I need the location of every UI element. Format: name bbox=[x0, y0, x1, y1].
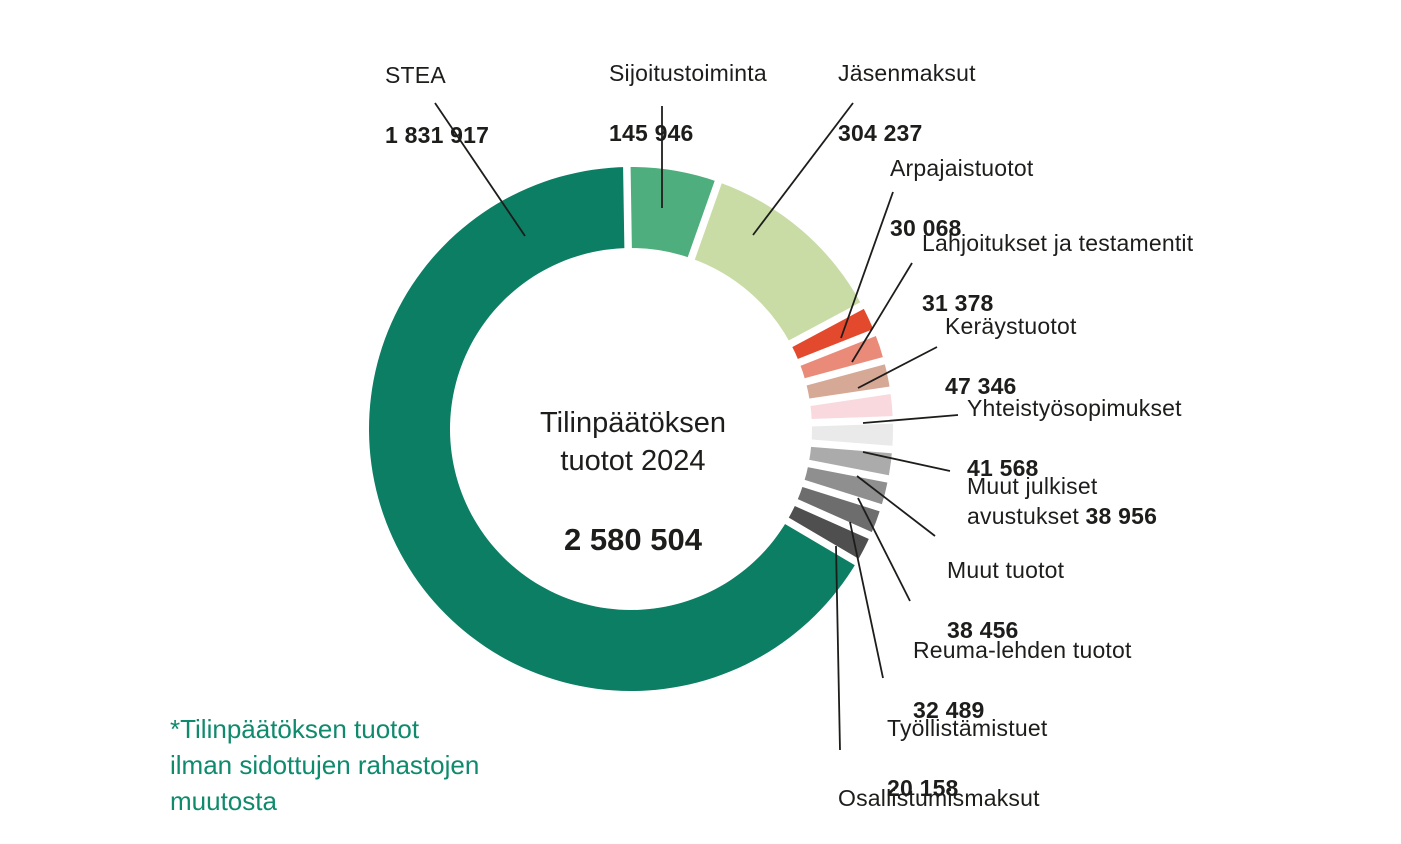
callout-tyollistamistuet: Työllistämistuet 20 158 bbox=[887, 683, 1047, 833]
donut-center-total: 2 580 504 bbox=[564, 522, 702, 557]
leader-line-reuma-lehden-tuotot bbox=[857, 497, 911, 602]
callout-label: Lahjoitukset ja testamentit bbox=[922, 230, 1194, 256]
callout-label: Reuma-lehden tuotot bbox=[913, 637, 1132, 663]
callout-arpajaistuotot: Arpajaistuotot 30 068 bbox=[890, 123, 1033, 273]
callout-keraystuotot: Keräystuotot 47 346 bbox=[945, 281, 1077, 431]
leader-line-osallistumismaksut bbox=[835, 545, 841, 751]
leader-line-stea bbox=[434, 102, 526, 237]
donut-segment-arpajaistuotot bbox=[790, 305, 875, 363]
callout-jasenmaksut: Jäsenmaksut 304 237 bbox=[838, 28, 976, 178]
callout-label: Sijoitustoiminta bbox=[609, 60, 767, 86]
donut-segment-muut-tuotot bbox=[808, 443, 893, 479]
callout-lahjoitukset-ja-testamentit: Lahjoitukset ja testamentit 31 378 bbox=[922, 198, 1193, 348]
callout-value: 145 946 bbox=[609, 120, 694, 146]
callout-value: 47 346 bbox=[945, 373, 1017, 399]
callout-label: Työllistämistuet bbox=[887, 715, 1048, 741]
leader-line-arpajaistuotot bbox=[840, 191, 894, 339]
segment-gap-line bbox=[806, 415, 898, 427]
donut-center-title: Tilinpäätöksen tuotot 2024 bbox=[540, 407, 726, 477]
callout-yhteistyosopimukset: Yhteistyösopimukset 41 568 bbox=[967, 363, 1182, 513]
segment-gap-line bbox=[804, 385, 896, 407]
callout-value: 1 831 917 bbox=[385, 122, 490, 148]
segment-gap-line bbox=[799, 355, 890, 387]
callout-value: 41 568 bbox=[967, 455, 1039, 481]
callout-osallistumismaksut: Osallistumismaksut 17 985 bbox=[838, 753, 1040, 844]
segment-gap-line bbox=[806, 439, 898, 454]
donut-segment-tyollistamistuet bbox=[796, 483, 881, 536]
donut-segment-jasenmaksut bbox=[691, 181, 863, 344]
segment-gap-line bbox=[797, 478, 887, 513]
callout-label: Jäsenmaksut bbox=[838, 60, 976, 86]
segment-gap-line bbox=[790, 497, 877, 542]
leader-line-yhteistyosopimukset bbox=[862, 414, 959, 424]
segment-gap-line bbox=[623, 161, 632, 254]
donut-center-label: Tilinpäätöksen tuotot 2024 2 580 504 bbox=[540, 366, 726, 597]
segment-gap-line bbox=[780, 515, 863, 568]
callout-label: Arpajaistuotot bbox=[890, 155, 1034, 181]
callout-sijoitustoiminta: Sijoitustoiminta 145 946 bbox=[609, 28, 767, 178]
callout-value: 20 158 bbox=[887, 775, 959, 801]
donut-segment-reuma-lehden-tuotot bbox=[803, 463, 889, 508]
callout-value: 38 956 bbox=[1085, 503, 1158, 529]
leader-line-tyollistamistuet bbox=[849, 521, 884, 679]
donut-segment-stea bbox=[368, 167, 857, 692]
callout-label: Yhteistyösopimukset bbox=[967, 395, 1182, 421]
callout-value: 31 378 bbox=[922, 290, 994, 316]
callout-label: Muut tuotot bbox=[947, 557, 1065, 583]
leader-line-muut-julkiset-avustukset bbox=[862, 451, 951, 472]
callout-muut-tuotot: Muut tuotot 38 456 bbox=[947, 525, 1064, 675]
callout-label: STEA bbox=[385, 62, 446, 88]
leader-line-jasenmaksut bbox=[752, 102, 854, 236]
callout-label: Osallistumismaksut bbox=[838, 785, 1040, 811]
segment-gap-line bbox=[793, 327, 881, 368]
leader-line-lahjoitukset-ja-testamentit bbox=[851, 262, 913, 363]
callout-value: 32 489 bbox=[913, 697, 985, 723]
callout-reuma-lehden-tuotot: Reuma-lehden tuotot 32 489 bbox=[913, 605, 1132, 755]
callout-value: 304 237 bbox=[838, 120, 923, 146]
callout-label: Keräystuotot bbox=[945, 313, 1077, 339]
callout-label-text: Muut julkiset avustukset bbox=[967, 473, 1098, 529]
segment-gap-line bbox=[803, 458, 894, 484]
callout-value: 38 456 bbox=[947, 617, 1019, 643]
callout-label: Muut julkiset avustukset 38 956 bbox=[967, 471, 1157, 531]
donut-segment-yhteistyosopimukset bbox=[810, 390, 893, 423]
chart-footnote: *Tilinpäätöksen tuotot ilman sidottujen … bbox=[170, 714, 480, 816]
donut-segment-osallistumismaksut bbox=[786, 502, 871, 562]
leader-line-muut-tuotot bbox=[856, 475, 936, 537]
callout-muut-julkiset-avustukset: Muut julkiset avustukset 38 956 bbox=[967, 441, 1157, 561]
callout-stea: STEA 1 831 917 bbox=[385, 30, 489, 180]
segment-gap-line bbox=[686, 175, 724, 265]
segment-gap-line bbox=[784, 299, 869, 350]
callout-value: 30 068 bbox=[890, 215, 962, 241]
leader-line-keraystuotot bbox=[857, 346, 938, 389]
